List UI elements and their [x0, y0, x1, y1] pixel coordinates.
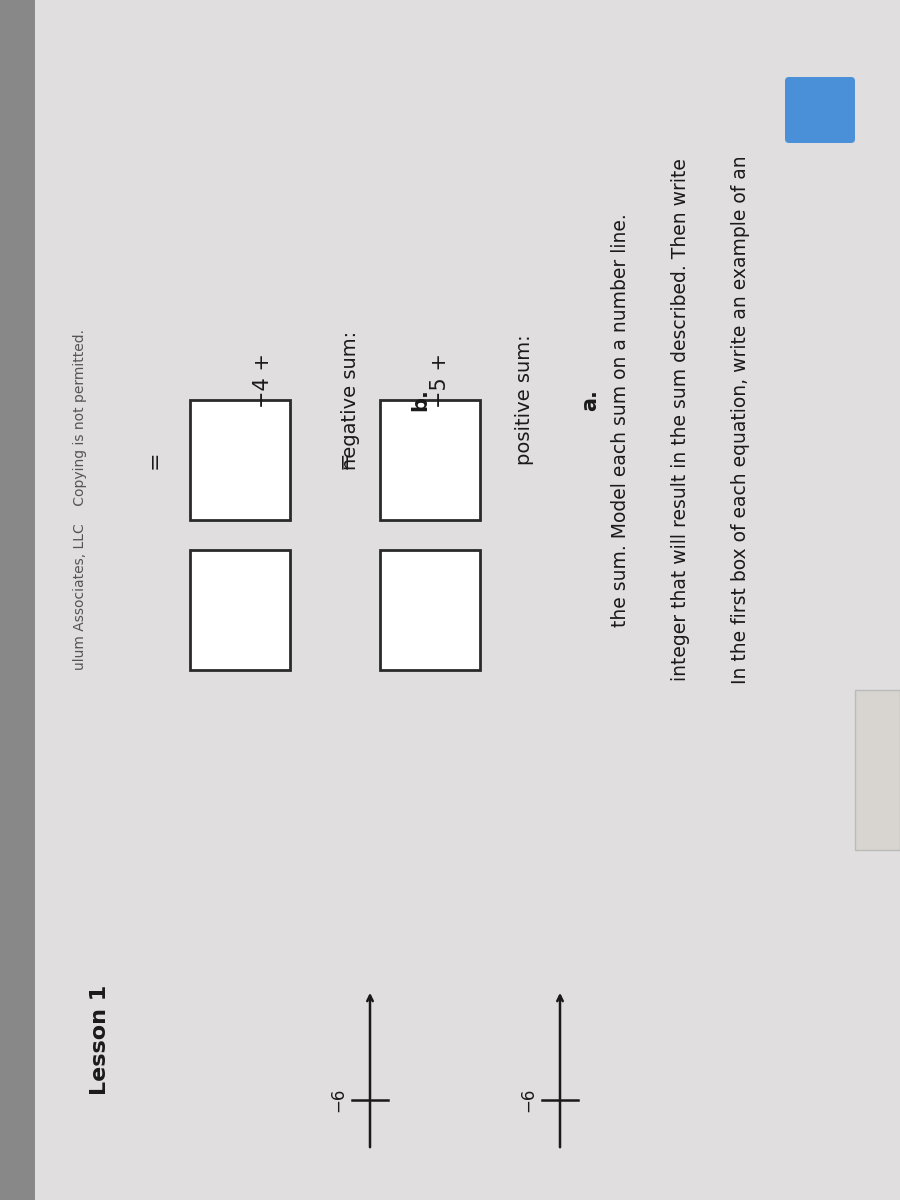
- Text: =: =: [335, 451, 355, 469]
- Text: −6: −6: [329, 1088, 347, 1112]
- Bar: [380, 400, 480, 520]
- Text: 2: 2: [803, 97, 837, 122]
- Text: −6: −6: [519, 1088, 537, 1112]
- Text: ulum Associates, LLC    Copying is not permitted.: ulum Associates, LLC Copying is not perm…: [73, 330, 87, 671]
- Text: a.: a.: [580, 389, 600, 410]
- Text: positive sum:: positive sum:: [516, 335, 535, 466]
- Bar: [190, 550, 290, 670]
- Text: Lesson 1: Lesson 1: [90, 985, 110, 1096]
- Text: the sum. Model each sum on a number line.: the sum. Model each sum on a number line…: [610, 214, 629, 626]
- FancyBboxPatch shape: [785, 77, 855, 143]
- Text: negative sum:: negative sum:: [340, 330, 359, 469]
- Text: −5 +: −5 +: [430, 353, 450, 408]
- Text: b.: b.: [410, 389, 430, 412]
- Text: integer that will result in the sum described. Then write: integer that will result in the sum desc…: [670, 158, 689, 682]
- Bar: [0, 0, 35, 1200]
- Text: =: =: [145, 451, 165, 469]
- Bar: [855, 690, 900, 850]
- Bar: [190, 400, 290, 520]
- Bar: [380, 550, 480, 670]
- Text: −4 +: −4 +: [253, 353, 273, 408]
- Text: In the first box of each equation, write an example of an: In the first box of each equation, write…: [731, 156, 750, 684]
